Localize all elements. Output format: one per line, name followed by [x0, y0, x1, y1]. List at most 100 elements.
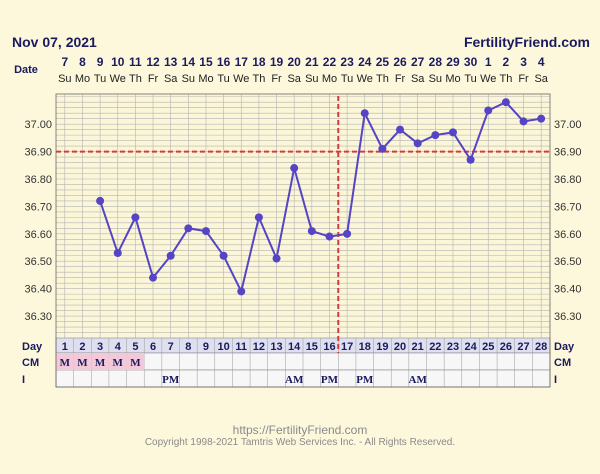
date-label: 13: [164, 55, 178, 69]
cycle-day-label: 18: [359, 341, 371, 353]
y-tick-label-right: 36.30: [554, 311, 582, 323]
date-label: 9: [97, 55, 104, 69]
weekday-label: Fr: [148, 73, 159, 85]
weekday-label: Tu: [217, 73, 229, 85]
weekday-label: Th: [129, 73, 142, 85]
y-tick-label-right: 37.00: [554, 119, 582, 131]
temperature-point: [378, 144, 387, 153]
cycle-day-label: 21: [412, 341, 424, 353]
date-label: 18: [252, 55, 266, 69]
y-tick-label-left: 36.30: [24, 311, 52, 323]
date-label: 21: [305, 55, 319, 69]
cycle-day-label: 8: [185, 341, 191, 353]
row-label-day-right: Day: [554, 341, 575, 353]
date-label: 19: [270, 55, 284, 69]
row-label-day-left: Day: [22, 341, 43, 353]
cycle-day-label: 16: [323, 341, 335, 353]
date-label: 3: [520, 55, 527, 69]
date-label: 16: [217, 55, 231, 69]
weekday-label: Th: [376, 73, 389, 85]
temperature-point: [166, 251, 175, 260]
date-label: 14: [182, 55, 196, 69]
cycle-day-label: 23: [447, 341, 459, 353]
cm-entry: M: [113, 357, 124, 369]
row-label-date: Date: [14, 64, 38, 76]
weekday-label: Tu: [464, 73, 476, 85]
weekday-label: We: [110, 73, 126, 85]
temperature-point: [201, 227, 210, 236]
date-label: 1: [485, 55, 492, 69]
date-label: 29: [446, 55, 460, 69]
temperature-point: [396, 125, 405, 134]
cycle-day-label: 20: [394, 341, 406, 353]
intercourse-entry: AM: [409, 374, 428, 386]
weekday-label: Sa: [534, 73, 548, 85]
temperature-point: [131, 213, 140, 222]
temperature-point: [113, 249, 122, 258]
weekday-label: Sa: [164, 73, 178, 85]
cycle-day-label: 25: [482, 341, 494, 353]
date-label: 8: [79, 55, 86, 69]
weekday-label: Sa: [287, 73, 301, 85]
row-label-i-right: I: [554, 374, 557, 386]
date-label: 17: [235, 55, 249, 69]
date-label: 2: [503, 55, 510, 69]
weekday-label: Fr: [518, 73, 529, 85]
weekday-label: Su: [305, 73, 318, 85]
y-tick-label-left: 36.40: [24, 284, 52, 296]
temperature-point: [413, 139, 422, 148]
weekday-label: Su: [58, 73, 71, 85]
cycle-day-label: 6: [150, 341, 156, 353]
cycle-day-label: 12: [253, 341, 265, 353]
weekday-label: Mo: [198, 73, 213, 85]
temperature-point: [184, 224, 193, 233]
date-label: 30: [464, 55, 478, 69]
cycle-day-label: 7: [168, 341, 174, 353]
date-label: 25: [376, 55, 390, 69]
temperature-point: [96, 196, 105, 205]
weekday-label: Tu: [94, 73, 106, 85]
y-tick-label-left: 36.80: [24, 174, 52, 186]
cycle-day-label: 26: [500, 341, 512, 353]
intercourse-entry: PM: [162, 374, 180, 386]
chart-border: [55, 93, 551, 388]
temperature-point: [484, 106, 493, 115]
y-tick-label-right: 36.60: [554, 229, 582, 241]
weekday-label: Tu: [341, 73, 353, 85]
cm-entry: M: [77, 357, 88, 369]
y-tick-label-left: 37.00: [24, 119, 52, 131]
y-tick-label-right: 36.70: [554, 201, 582, 213]
cm-entry: M: [130, 357, 141, 369]
weekday-label: Sa: [411, 73, 425, 85]
cm-cell-highlight: [56, 353, 74, 370]
cycle-day-label: 3: [97, 341, 103, 353]
intercourse-entry: PM: [321, 374, 339, 386]
cycle-day-label: 17: [341, 341, 353, 353]
cycle-day-label: 2: [79, 341, 85, 353]
cycle-day-label: 15: [306, 341, 318, 353]
brand-logo-text[interactable]: FertilityFriend.com: [463, 34, 590, 50]
weekday-label: Fr: [395, 73, 406, 85]
weekday-label: Fr: [271, 73, 282, 85]
cm-entry: M: [60, 357, 71, 369]
temperature-point: [448, 128, 457, 137]
date-label: 12: [146, 55, 160, 69]
temperature-point: [466, 155, 475, 164]
footer-url[interactable]: https://FertilityFriend.com: [232, 423, 368, 437]
y-tick-label-right: 36.80: [554, 174, 582, 186]
temperature-point: [537, 114, 546, 123]
temperature-point: [519, 117, 528, 126]
cycle-day-label: 19: [376, 341, 388, 353]
cm-entry: M: [95, 357, 106, 369]
date-label: 23: [340, 55, 354, 69]
y-tick-label-left: 36.70: [24, 201, 52, 213]
y-tick-label-left: 36.60: [24, 229, 52, 241]
cycle-day-label: 5: [132, 341, 138, 353]
cycle-day-label: 11: [235, 341, 247, 353]
temperature-point: [290, 164, 299, 173]
weekday-label: We: [480, 73, 496, 85]
temperature-point: [431, 131, 440, 140]
cycle-day-label: 10: [217, 341, 229, 353]
weekday-label: Mo: [445, 73, 460, 85]
